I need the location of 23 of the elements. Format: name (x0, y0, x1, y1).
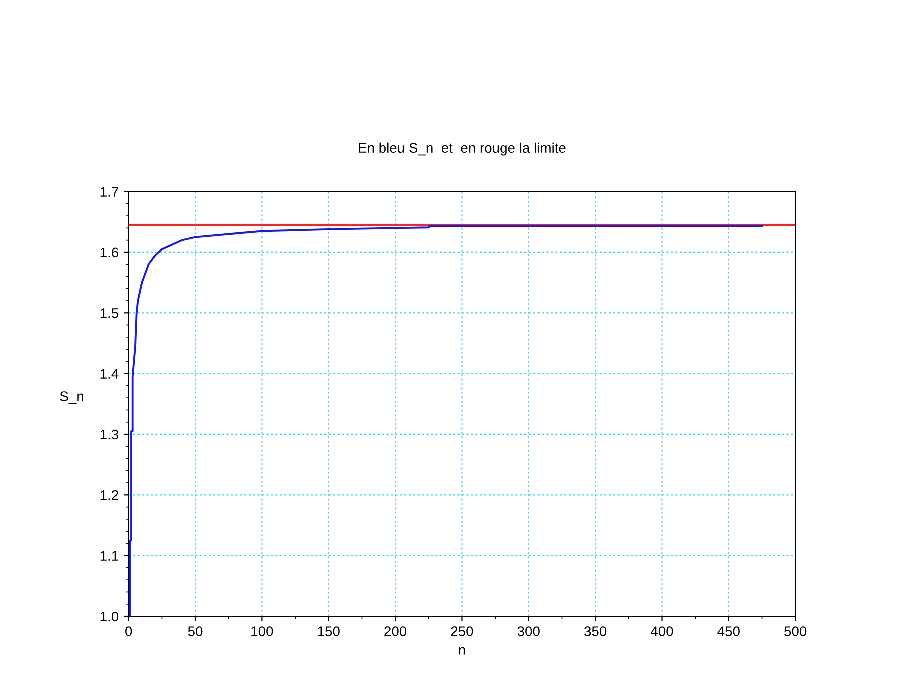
chart-title: En bleu S_n et en rouge la limite (359, 142, 566, 156)
y-tick-label: 1.1 (100, 551, 118, 561)
line-series (129, 225, 764, 616)
x-tick-label: 0 (126, 626, 132, 636)
y-tick-label: 1.7 (100, 187, 118, 197)
x-tick-label: 500 (784, 626, 807, 636)
y-tick-label: 1.4 (100, 369, 119, 379)
y-axis-title: S_n (60, 392, 84, 404)
x-tick-label: 450 (718, 626, 740, 636)
y-tick-label: 1.5 (100, 308, 119, 318)
y-tick-label: 1.0 (100, 612, 119, 622)
x-tick-label: 150 (318, 626, 340, 636)
y-tick-label: 1.6 (100, 248, 119, 258)
x-tick-label: 50 (188, 626, 203, 636)
y-tick-label: 1.3 (100, 430, 119, 440)
x-tick-label: 300 (518, 626, 540, 636)
x-tick-label: 100 (252, 626, 274, 636)
x-tick-label: 200 (384, 626, 407, 636)
y-tick-label: 1.2 (100, 490, 118, 500)
x-tick-label: 400 (650, 626, 674, 636)
x-tick-label: 250 (451, 626, 474, 636)
x-tick-label: 350 (584, 626, 607, 636)
x-axis-title: n (459, 647, 466, 655)
